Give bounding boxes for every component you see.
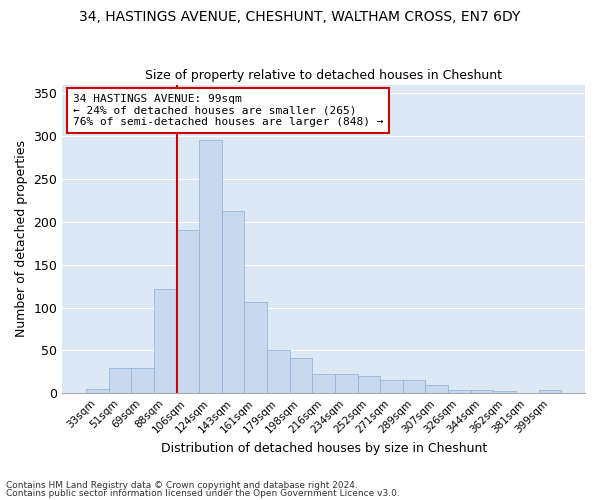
Bar bbox=[335, 374, 358, 394]
Text: Contains public sector information licensed under the Open Government Licence v3: Contains public sector information licen… bbox=[6, 488, 400, 498]
Text: 34 HASTINGS AVENUE: 99sqm
← 24% of detached houses are smaller (265)
76% of semi: 34 HASTINGS AVENUE: 99sqm ← 24% of detac… bbox=[73, 94, 383, 127]
Bar bbox=[425, 385, 448, 394]
Bar bbox=[267, 350, 290, 394]
Bar bbox=[86, 389, 109, 394]
Text: 34, HASTINGS AVENUE, CHESHUNT, WALTHAM CROSS, EN7 6DY: 34, HASTINGS AVENUE, CHESHUNT, WALTHAM C… bbox=[79, 10, 521, 24]
Bar bbox=[493, 391, 516, 394]
Bar bbox=[539, 390, 561, 394]
Bar bbox=[313, 374, 335, 394]
Bar bbox=[154, 288, 176, 394]
Title: Size of property relative to detached houses in Cheshunt: Size of property relative to detached ho… bbox=[145, 69, 502, 82]
Bar bbox=[290, 358, 313, 394]
Bar bbox=[244, 302, 267, 394]
Bar bbox=[131, 368, 154, 394]
Y-axis label: Number of detached properties: Number of detached properties bbox=[15, 140, 28, 338]
Bar bbox=[199, 140, 222, 394]
Bar bbox=[109, 368, 131, 394]
Bar bbox=[380, 380, 403, 394]
Bar bbox=[358, 376, 380, 394]
Bar bbox=[471, 390, 493, 394]
Bar bbox=[403, 380, 425, 394]
Text: Contains HM Land Registry data © Crown copyright and database right 2024.: Contains HM Land Registry data © Crown c… bbox=[6, 481, 358, 490]
X-axis label: Distribution of detached houses by size in Cheshunt: Distribution of detached houses by size … bbox=[161, 442, 487, 455]
Bar bbox=[448, 390, 471, 394]
Bar bbox=[176, 230, 199, 394]
Bar bbox=[222, 212, 244, 394]
